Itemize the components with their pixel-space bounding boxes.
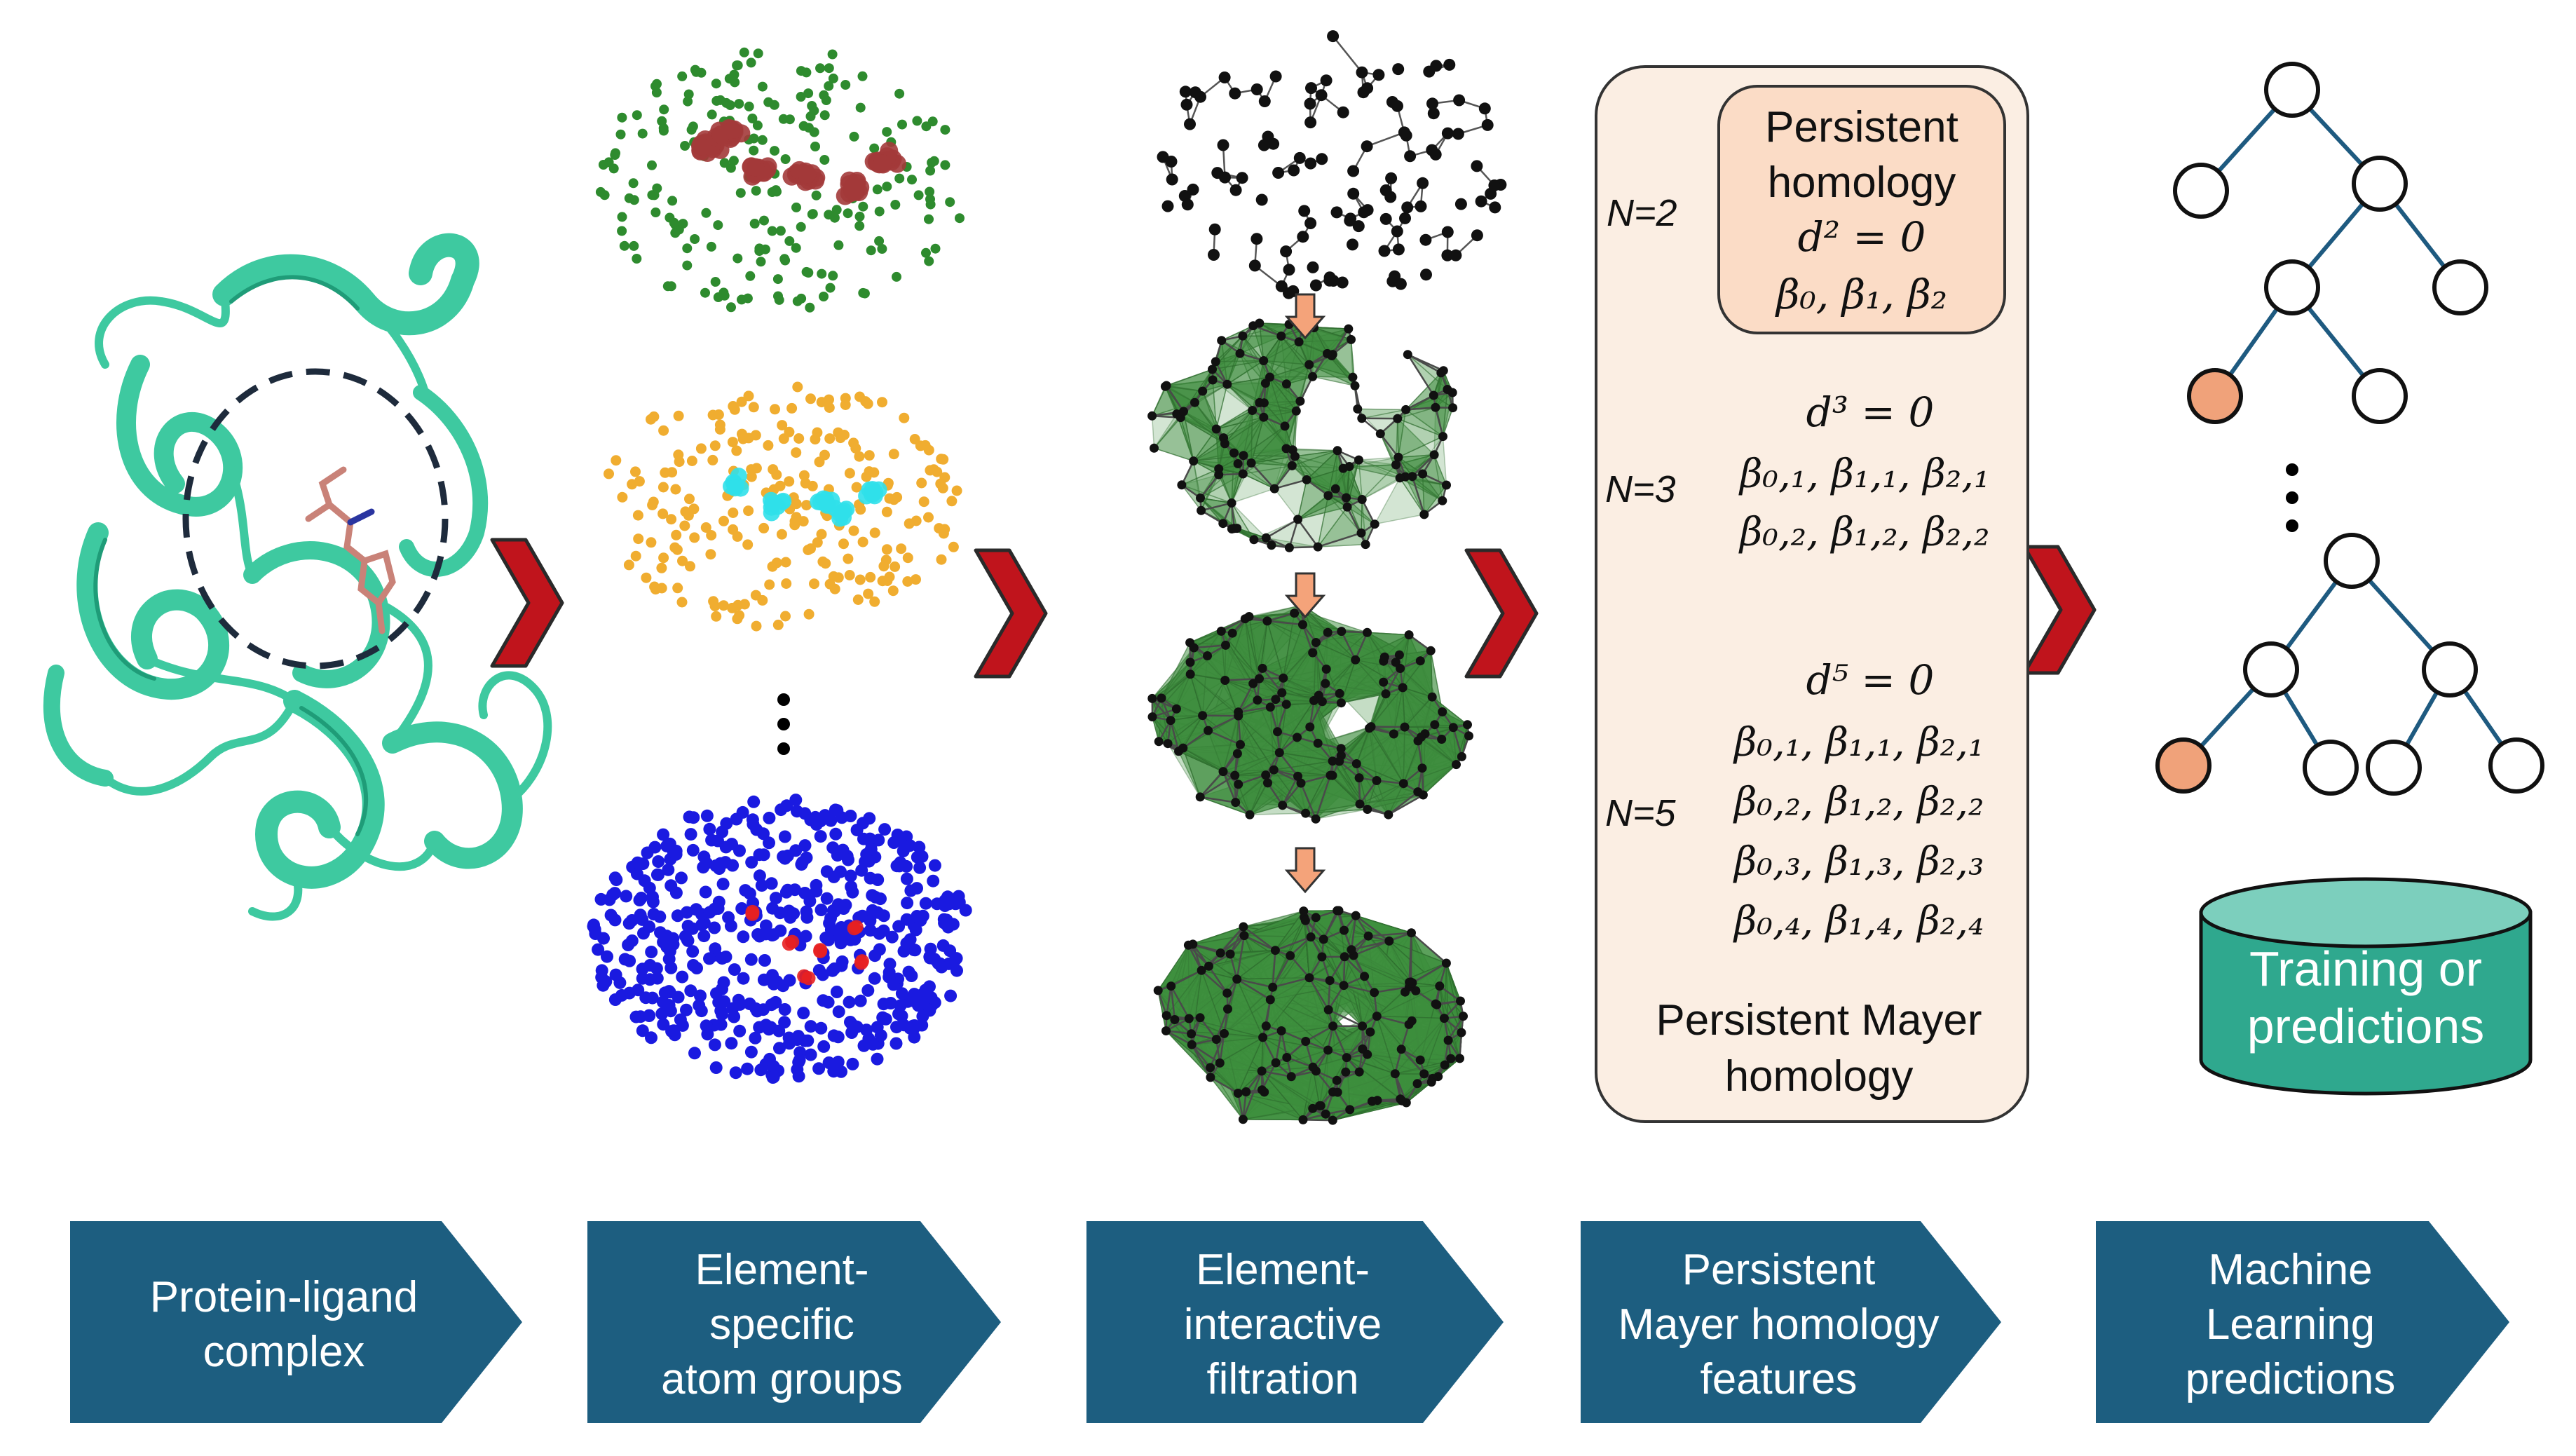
decision-tree-1 [2173, 62, 2488, 424]
highlighted-leaf-node [2187, 368, 2243, 424]
step-banner-3-line-1: Element- [1196, 1246, 1370, 1294]
tree-node [2422, 641, 2478, 698]
blue-red-cloud-ligand-atoms [745, 904, 869, 986]
step-banner-2-line-2: specific [709, 1300, 854, 1349]
protein-ribbon [43, 233, 552, 921]
filtration-stage-1 [1147, 318, 1458, 552]
down-arrow-1 [1284, 293, 1326, 340]
n5-label: N=5 [1605, 792, 1677, 834]
tree-node [2366, 740, 2422, 796]
vertical-ellipsis-1 [777, 693, 790, 755]
step-banner-4-line-3: features [1700, 1355, 1857, 1403]
down-arrow-3 [1284, 847, 1326, 894]
cylinder-line1: Training or [2249, 941, 2482, 996]
step-banner-1-line-2: complex [203, 1328, 365, 1376]
orange-cyan-cloud-ligand-atoms [723, 468, 887, 527]
tree-node [2173, 163, 2229, 219]
step-banner-4-line-1: Persistent [1682, 1246, 1876, 1294]
decision-tree-1-edges [2199, 88, 2462, 397]
inner-box-betti: β₀, β₁, β₂ [1775, 271, 1947, 318]
mayer-homology-panel: Persistent homology d² = 0 β₀, β₁, β₂ N=… [1595, 65, 2029, 1123]
step-banner-1-line-1: Protein-ligand [150, 1273, 418, 1321]
chevron-arrow-2 [974, 548, 1048, 679]
step-banner-2-line-1: Element- [695, 1246, 868, 1294]
training-database-cylinder: Training or predictions [2199, 877, 2533, 1096]
decision-tree-2 [2155, 533, 2544, 796]
filtration-stage-0 [1157, 30, 1507, 299]
step-banner-3: Element-interactive filtration [1086, 1221, 1504, 1423]
panel-footer-line1: Persistent Mayer [1656, 996, 1982, 1045]
flow-chevrons [490, 538, 2097, 679]
highlighted-leaf-node [2155, 737, 2212, 794]
step-banner-4: Persistent Mayer homology features [1581, 1221, 2001, 1423]
step-banner-1: Protein-ligand complex [70, 1221, 522, 1423]
atom-group-clouds [587, 47, 972, 1084]
persistent-homology-box [1717, 85, 2006, 334]
tree-node [2432, 259, 2488, 315]
filtration-stage-3-vertices [1153, 906, 1468, 1125]
n2-label: N=2 [1607, 192, 1677, 234]
step-banner-3-line-3: filtration [1206, 1355, 1358, 1403]
down-arrow-2 [1284, 572, 1326, 619]
n3-betti-row2: β₀,₂, β₁,₂, β₂,₂ [1738, 510, 1989, 555]
step-banner-4-line-2: Mayer homology [1618, 1300, 1939, 1349]
green-brown-cloud-ligand-atoms [691, 118, 906, 205]
n3-label: N=3 [1605, 468, 1676, 510]
chevron-arrow-4 [2022, 545, 2097, 675]
tree-node [2243, 641, 2299, 698]
n3-betti-row1: β₀,₁, β₁,₁, β₂,₁ [1738, 451, 1989, 497]
step-banner-5: Machine Learning predictions [2096, 1221, 2509, 1423]
filtration-arrows [1284, 293, 1326, 894]
filtration-stage-0-vertices [1157, 30, 1507, 299]
green-brown-cloud [595, 47, 965, 313]
n5-betti-row3: β₀,₃, β₁,₃, β₂,₃ [1733, 839, 1984, 885]
ligand-molecule [305, 466, 396, 634]
n5-betti-row4: β₀,₄, β₁,₄, β₂,₄ [1733, 899, 1984, 944]
tree-node [2264, 259, 2320, 315]
step-banner-5-line-2: Learning [2206, 1300, 2375, 1349]
step-banner-2: Element-specific atom groups [587, 1221, 1001, 1423]
vertical-ellipsis-2 [2286, 463, 2298, 532]
binding-pocket-outline [182, 368, 449, 669]
filtration-stage-3 [1153, 906, 1468, 1125]
decision-trees [2155, 62, 2544, 796]
step-banner-2-line-3: atom groups [661, 1355, 903, 1403]
cylinder-line2: predictions [2247, 999, 2485, 1054]
tree-node [2264, 62, 2320, 118]
panel-footer-line2: homology [1725, 1052, 1914, 1101]
orange-cyan-cloud [604, 381, 962, 632]
tree-node [2303, 740, 2359, 796]
tree-node [2488, 737, 2544, 794]
chevron-arrow-1 [490, 538, 564, 668]
n5-equation: d⁵ = 0 [1806, 656, 1935, 704]
step-banner-5-line-3: predictions [2186, 1355, 2396, 1403]
protein-ligand-structure [43, 233, 552, 921]
blue-red-cloud [587, 794, 972, 1084]
n5-betti-row1: β₀,₁, β₁,₁, β₂,₁ [1733, 720, 1984, 766]
step-banner-3-line-2: interactive [1184, 1300, 1382, 1349]
filtration-stage-2 [1147, 600, 1473, 824]
filtration-stage-1-vertices [1147, 318, 1458, 552]
chevron-arrow-3 [1464, 548, 1539, 679]
tree-node [2352, 156, 2408, 212]
n5-betti-row2: β₀,₂, β₁,₂, β₂,₂ [1733, 780, 1984, 825]
inner-box-equation: d² = 0 [1798, 213, 1926, 261]
step-banner-5-line-1: Machine [2208, 1246, 2372, 1294]
step-banners: Protein-ligand complex Element-specific ato… [70, 1221, 2509, 1423]
tree-node [2324, 533, 2380, 589]
inner-box-title-line2: homology [1768, 158, 1956, 207]
tree-node [2352, 368, 2408, 424]
n3-equation: d³ = 0 [1806, 388, 1935, 436]
filtration-stages [1147, 30, 1507, 1125]
inner-box-title-line1: Persistent [1765, 103, 1958, 151]
